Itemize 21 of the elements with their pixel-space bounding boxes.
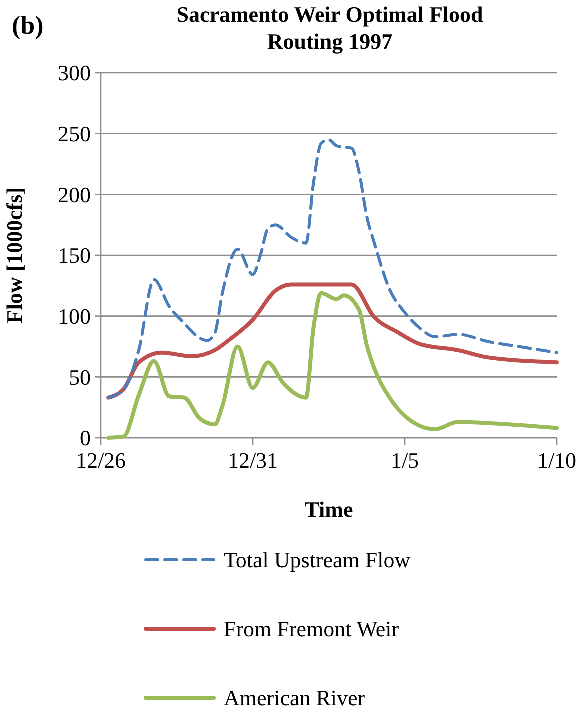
line-series (107, 138, 558, 400)
y-tick-label: 50 (69, 364, 91, 390)
y-tick-label: 250 (58, 122, 91, 147)
y-tick-label: 150 (58, 243, 91, 268)
y-tick-label: 300 (58, 60, 91, 86)
legend-label: From Fremont Weir (224, 616, 400, 642)
line-series (106, 291, 559, 440)
x-axis-title: Time (304, 497, 354, 522)
text: (b) (12, 11, 44, 40)
legend-label: American River (224, 686, 366, 711)
y-axis-title: Flow [1000cfs] (2, 187, 27, 324)
y-tick-label: 200 (58, 182, 91, 208)
legend-label: Total Upstream Flow (224, 548, 411, 573)
y-tick-label: 100 (58, 304, 91, 330)
chart-title: Sacramento Weir Optimal Flood Routing 1997 (176, 2, 484, 54)
x-tick-label: 1/5 (390, 448, 420, 473)
line-series (106, 282, 559, 400)
x-tick-label: 12/31 (228, 448, 278, 473)
x-tick-label: 12/26 (76, 448, 126, 473)
x-tick-label: 1/10 (537, 448, 577, 473)
y-tick-label: 0 (80, 426, 91, 451)
